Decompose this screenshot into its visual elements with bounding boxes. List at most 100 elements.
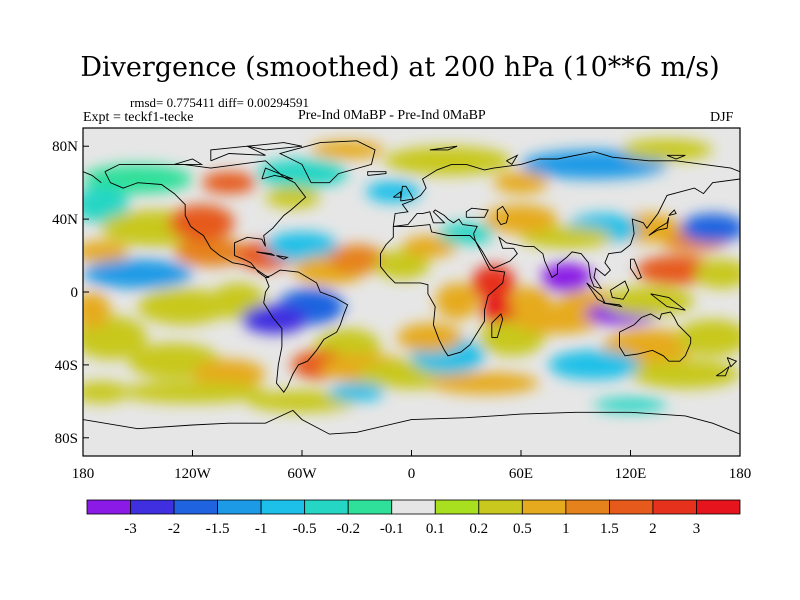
y-tick-label: 80N bbox=[52, 139, 78, 155]
coastline bbox=[609, 280, 630, 300]
x-tick-label: 180 bbox=[72, 466, 95, 482]
coastline bbox=[630, 258, 642, 280]
colorbar-swatch bbox=[478, 499, 523, 515]
field-blob bbox=[256, 158, 348, 189]
experiment-label: Expt = teckf1-tecke bbox=[83, 110, 194, 125]
coastline bbox=[603, 302, 623, 308]
coastline bbox=[83, 171, 102, 184]
field-blob bbox=[621, 138, 713, 161]
field-blob bbox=[603, 286, 695, 316]
coastline bbox=[496, 205, 509, 226]
field-blob bbox=[83, 259, 193, 289]
season-label: DJF bbox=[710, 110, 734, 125]
coastline bbox=[491, 313, 504, 339]
field-blob bbox=[521, 226, 613, 249]
colorbar-label: 0.2 bbox=[469, 521, 488, 537]
colorbar-label: 0.1 bbox=[426, 521, 445, 537]
comparison-label: Pre-Ind 0MaBP - Pre-Ind 0MaBP bbox=[298, 108, 486, 123]
field-blob bbox=[429, 372, 540, 395]
field-blob bbox=[396, 322, 463, 353]
coastline bbox=[367, 171, 387, 176]
colorbar-swatch bbox=[391, 499, 436, 515]
y-tick-label: 80S bbox=[55, 431, 78, 447]
colorbar-swatch bbox=[130, 499, 175, 515]
field-blob bbox=[676, 319, 740, 356]
field-blob bbox=[484, 204, 558, 234]
field-blob bbox=[83, 240, 129, 263]
colorbar-swatch bbox=[434, 499, 480, 515]
coastline bbox=[716, 365, 731, 377]
colorbar-label: 2 bbox=[649, 521, 657, 537]
colorbar-swatch bbox=[696, 499, 741, 515]
field-blob bbox=[375, 250, 430, 280]
field-blob bbox=[435, 282, 480, 320]
coastline bbox=[666, 154, 686, 160]
coastline bbox=[263, 269, 349, 393]
x-tick-label: 120W bbox=[174, 466, 212, 482]
colorbar-label: -1 bbox=[255, 521, 268, 537]
field-blob bbox=[493, 171, 549, 194]
coastline bbox=[465, 207, 489, 218]
coastline bbox=[393, 190, 402, 198]
y-tick-label: 40N bbox=[52, 212, 78, 228]
coastline bbox=[104, 160, 307, 278]
field-blob bbox=[521, 149, 667, 180]
coastline bbox=[668, 209, 677, 216]
field-blob bbox=[548, 350, 640, 380]
field-blob bbox=[265, 231, 339, 262]
field-blob bbox=[365, 180, 421, 203]
field-blob bbox=[541, 262, 593, 292]
coastline bbox=[278, 140, 376, 184]
colorbar-label: -3 bbox=[124, 521, 137, 537]
colorbar-swatch bbox=[609, 499, 654, 515]
colorbar-label: 1.5 bbox=[600, 521, 619, 537]
coastline bbox=[210, 145, 266, 162]
colorbar-swatch bbox=[521, 499, 567, 515]
field-blob bbox=[265, 186, 321, 209]
coastline bbox=[400, 185, 414, 202]
coastline bbox=[83, 409, 740, 435]
colorbar-label: 3 bbox=[693, 521, 701, 537]
field-blob bbox=[168, 204, 235, 241]
field-blob bbox=[137, 288, 229, 325]
colorbar-label: -1.5 bbox=[206, 521, 230, 537]
field-blob bbox=[694, 259, 740, 289]
coastline bbox=[648, 217, 670, 236]
field-blob bbox=[630, 359, 740, 389]
field-blob bbox=[329, 383, 385, 402]
coastline bbox=[380, 224, 506, 357]
coastline bbox=[650, 293, 686, 311]
colorbar-swatch bbox=[347, 499, 393, 515]
field-blob bbox=[594, 397, 667, 413]
colorbar-swatch bbox=[260, 499, 306, 515]
field-blob bbox=[83, 292, 111, 329]
field-blob bbox=[679, 213, 740, 243]
colorbar-swatch bbox=[86, 499, 131, 515]
field-blob bbox=[83, 186, 129, 223]
x-tick-label: 120E bbox=[615, 466, 647, 482]
field-blob bbox=[192, 359, 266, 389]
chart-title: Divergence (smoothed) at 200 hPa (10**6 … bbox=[80, 52, 720, 83]
field-blob bbox=[83, 381, 129, 404]
coastline bbox=[619, 311, 692, 362]
stats-label: rmsd= 0.775411 diff= 0.00294591 bbox=[130, 95, 309, 110]
colorbar-label: -2 bbox=[168, 521, 181, 537]
field-blob bbox=[83, 164, 193, 194]
colorbar-label: -0.2 bbox=[336, 521, 360, 537]
x-tick-label: 60E bbox=[509, 466, 533, 482]
coastline bbox=[247, 142, 303, 151]
coastline bbox=[256, 251, 275, 257]
field-blob bbox=[247, 390, 357, 413]
field-blob bbox=[402, 235, 458, 258]
colorbar-swatch bbox=[173, 499, 218, 515]
colorbar-swatch bbox=[565, 499, 610, 515]
field-blob bbox=[119, 381, 266, 404]
coastline bbox=[276, 255, 289, 260]
coastline bbox=[393, 178, 740, 290]
colorbar-label: 1 bbox=[562, 521, 570, 537]
colorbar-label: -0.1 bbox=[380, 521, 404, 537]
y-tick-label: 40S bbox=[55, 358, 78, 374]
field-blob bbox=[201, 171, 257, 194]
coastline bbox=[506, 154, 519, 166]
